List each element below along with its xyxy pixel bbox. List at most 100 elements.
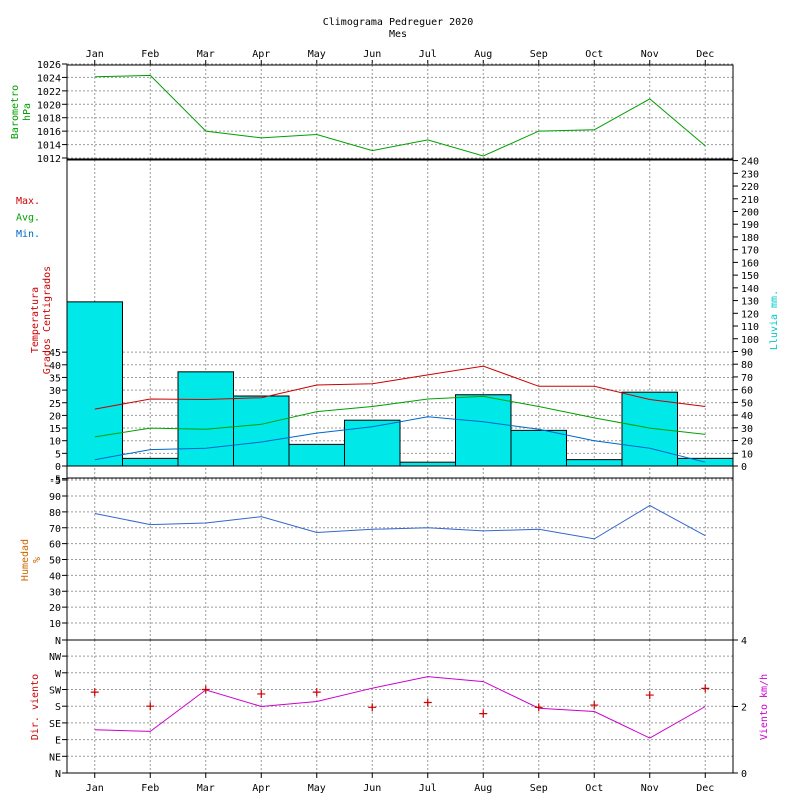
wind-dir-tick-label: S [55, 702, 61, 713]
y-tick-label: 60 [49, 540, 61, 551]
wind-dir-point [645, 691, 654, 700]
rain-tick-label: 110 [741, 322, 759, 333]
wind-dir-point [590, 701, 599, 710]
rain-bar [288, 443, 345, 467]
plot-frame [66, 64, 734, 774]
wind-dir-tick-label: SE [49, 719, 61, 730]
y-tick-label: 1012 [37, 154, 61, 165]
y-tick-label: 35 [49, 373, 61, 384]
wind-speed-tick-label: 2 [741, 703, 747, 714]
y-tick-label: 10 [49, 437, 61, 448]
rain-bar [233, 395, 290, 467]
wind-dir-point [534, 703, 543, 712]
wind-dir-axis-label: Dir. viento [30, 674, 41, 740]
wind-dir-point [701, 684, 710, 693]
x-tick-label-top: Jan [86, 49, 104, 60]
y-tick-label: 70 [49, 524, 61, 535]
y-tick-label: 50 [49, 556, 61, 567]
rain-tick-label: 150 [741, 271, 759, 282]
humidity-bottom-tick-label: N [55, 636, 61, 647]
rain-tick-label: 30 [741, 424, 753, 435]
y-tick-label: 1016 [37, 127, 61, 138]
wind-dir-tick-label: NE [49, 752, 61, 763]
wind-dir-point [146, 702, 155, 711]
y-tick-label: 20 [49, 603, 61, 614]
rain-tick-label: 10 [741, 449, 753, 460]
rain-bar [344, 419, 401, 467]
wind-dir-point [201, 685, 210, 694]
wind-dir-tick-label: NW [49, 652, 62, 663]
x-tick-label-bottom: Oct [585, 783, 603, 794]
y-tick-label: 80 [49, 508, 61, 519]
y-tick-label: 1014 [37, 141, 61, 152]
barometer-line [94, 74, 706, 157]
y-tick-label: 1022 [37, 87, 61, 98]
y-tick-label: 40 [49, 361, 61, 372]
x-tick-label-top: Jul [419, 49, 437, 60]
wind-dir-tick-label: E [55, 736, 61, 747]
rain-axis-label: Lluvia mm. [769, 290, 780, 350]
x-tick-label-bottom: May [308, 783, 326, 794]
rain-tick-label: 170 [741, 246, 759, 257]
rain-tick-label: 40 [741, 411, 753, 422]
wind-dir-point [479, 709, 488, 718]
x-tick-label-top: Apr [252, 49, 270, 60]
wind-speed-tick-label: 4 [741, 636, 747, 647]
x-tick-label-bottom: Mar [197, 783, 215, 794]
humidity-line [94, 504, 706, 540]
legend-max: Max. [16, 196, 40, 207]
rain-tick-label: 20 [741, 437, 753, 448]
x-tick-label-bottom: Jun [363, 783, 381, 794]
y-tick-label: 45 [49, 348, 61, 359]
x-tick-label-top: Feb [141, 49, 159, 60]
legend-min: Min. [16, 229, 40, 240]
y-tick-label: 25 [49, 399, 61, 410]
x-tick-label-bottom: Nov [641, 783, 659, 794]
x-tick-label-top: May [308, 49, 326, 60]
wind-dir-point [312, 688, 321, 697]
wind-dir-point [257, 689, 266, 698]
x-tick-label-top: Nov [641, 49, 659, 60]
x-tick-label-bottom: Apr [252, 783, 270, 794]
y-tick-label: 1018 [37, 114, 61, 125]
rain-tick-label: 90 [741, 347, 753, 358]
rain-tick-label: 0 [741, 462, 747, 473]
temp-line-min [94, 416, 706, 463]
rain-bar [122, 457, 179, 467]
temperature-axis-label: TemperaturaGrados Centigrados [30, 266, 53, 374]
x-tick-label-bottom: Dec [696, 783, 714, 794]
rain-tick-label: 70 [741, 373, 753, 384]
wind-speed-line [94, 676, 706, 739]
x-tick-label-top: Sep [530, 49, 548, 60]
rain-tick-label: 130 [741, 297, 759, 308]
y-tick-label: 40 [49, 571, 61, 582]
y-tick-label: 5 [55, 449, 61, 460]
x-tick-label-top: Oct [585, 49, 603, 60]
temp-line-avg [94, 395, 706, 438]
y-tick-label: 30 [49, 587, 61, 598]
plot-area: Jan Jan Feb Feb Mar Mar Apr Apr May May Jun Jun Jul J… [10, 49, 780, 794]
rain-tick-label: 50 [741, 398, 753, 409]
x-tick-label-bottom: Jan [86, 783, 104, 794]
wind-dir-tick-label: W [55, 669, 62, 680]
y-tick-label: 15 [49, 424, 61, 435]
y-tick-label: 1024 [37, 73, 61, 84]
humidity-axis-label: Humedad% [20, 539, 43, 581]
y-tick-label: 1020 [37, 100, 61, 111]
rain-tick-label: 140 [741, 284, 759, 295]
rain-bar [399, 461, 456, 467]
rain-tick-label: 230 [741, 169, 759, 180]
wind-dir-tick-label: N [55, 769, 61, 780]
rain-bar [66, 301, 123, 467]
rain-tick-label: 200 [741, 208, 759, 219]
temp-line-max [94, 365, 706, 410]
x-tick-label-top: Mar [197, 49, 215, 60]
x-tick-label-top: Aug [474, 49, 492, 60]
rain-tick-label: 240 [741, 157, 759, 168]
rain-bar [177, 371, 234, 467]
wind-speed-tick-label: 0 [741, 769, 747, 780]
barometer-axis-label: BarometrohPa [10, 85, 33, 139]
rain-tick-label: 120 [741, 309, 759, 320]
x-tick-label-bottom: Feb [141, 783, 159, 794]
y-tick-label: 20 [49, 411, 61, 422]
